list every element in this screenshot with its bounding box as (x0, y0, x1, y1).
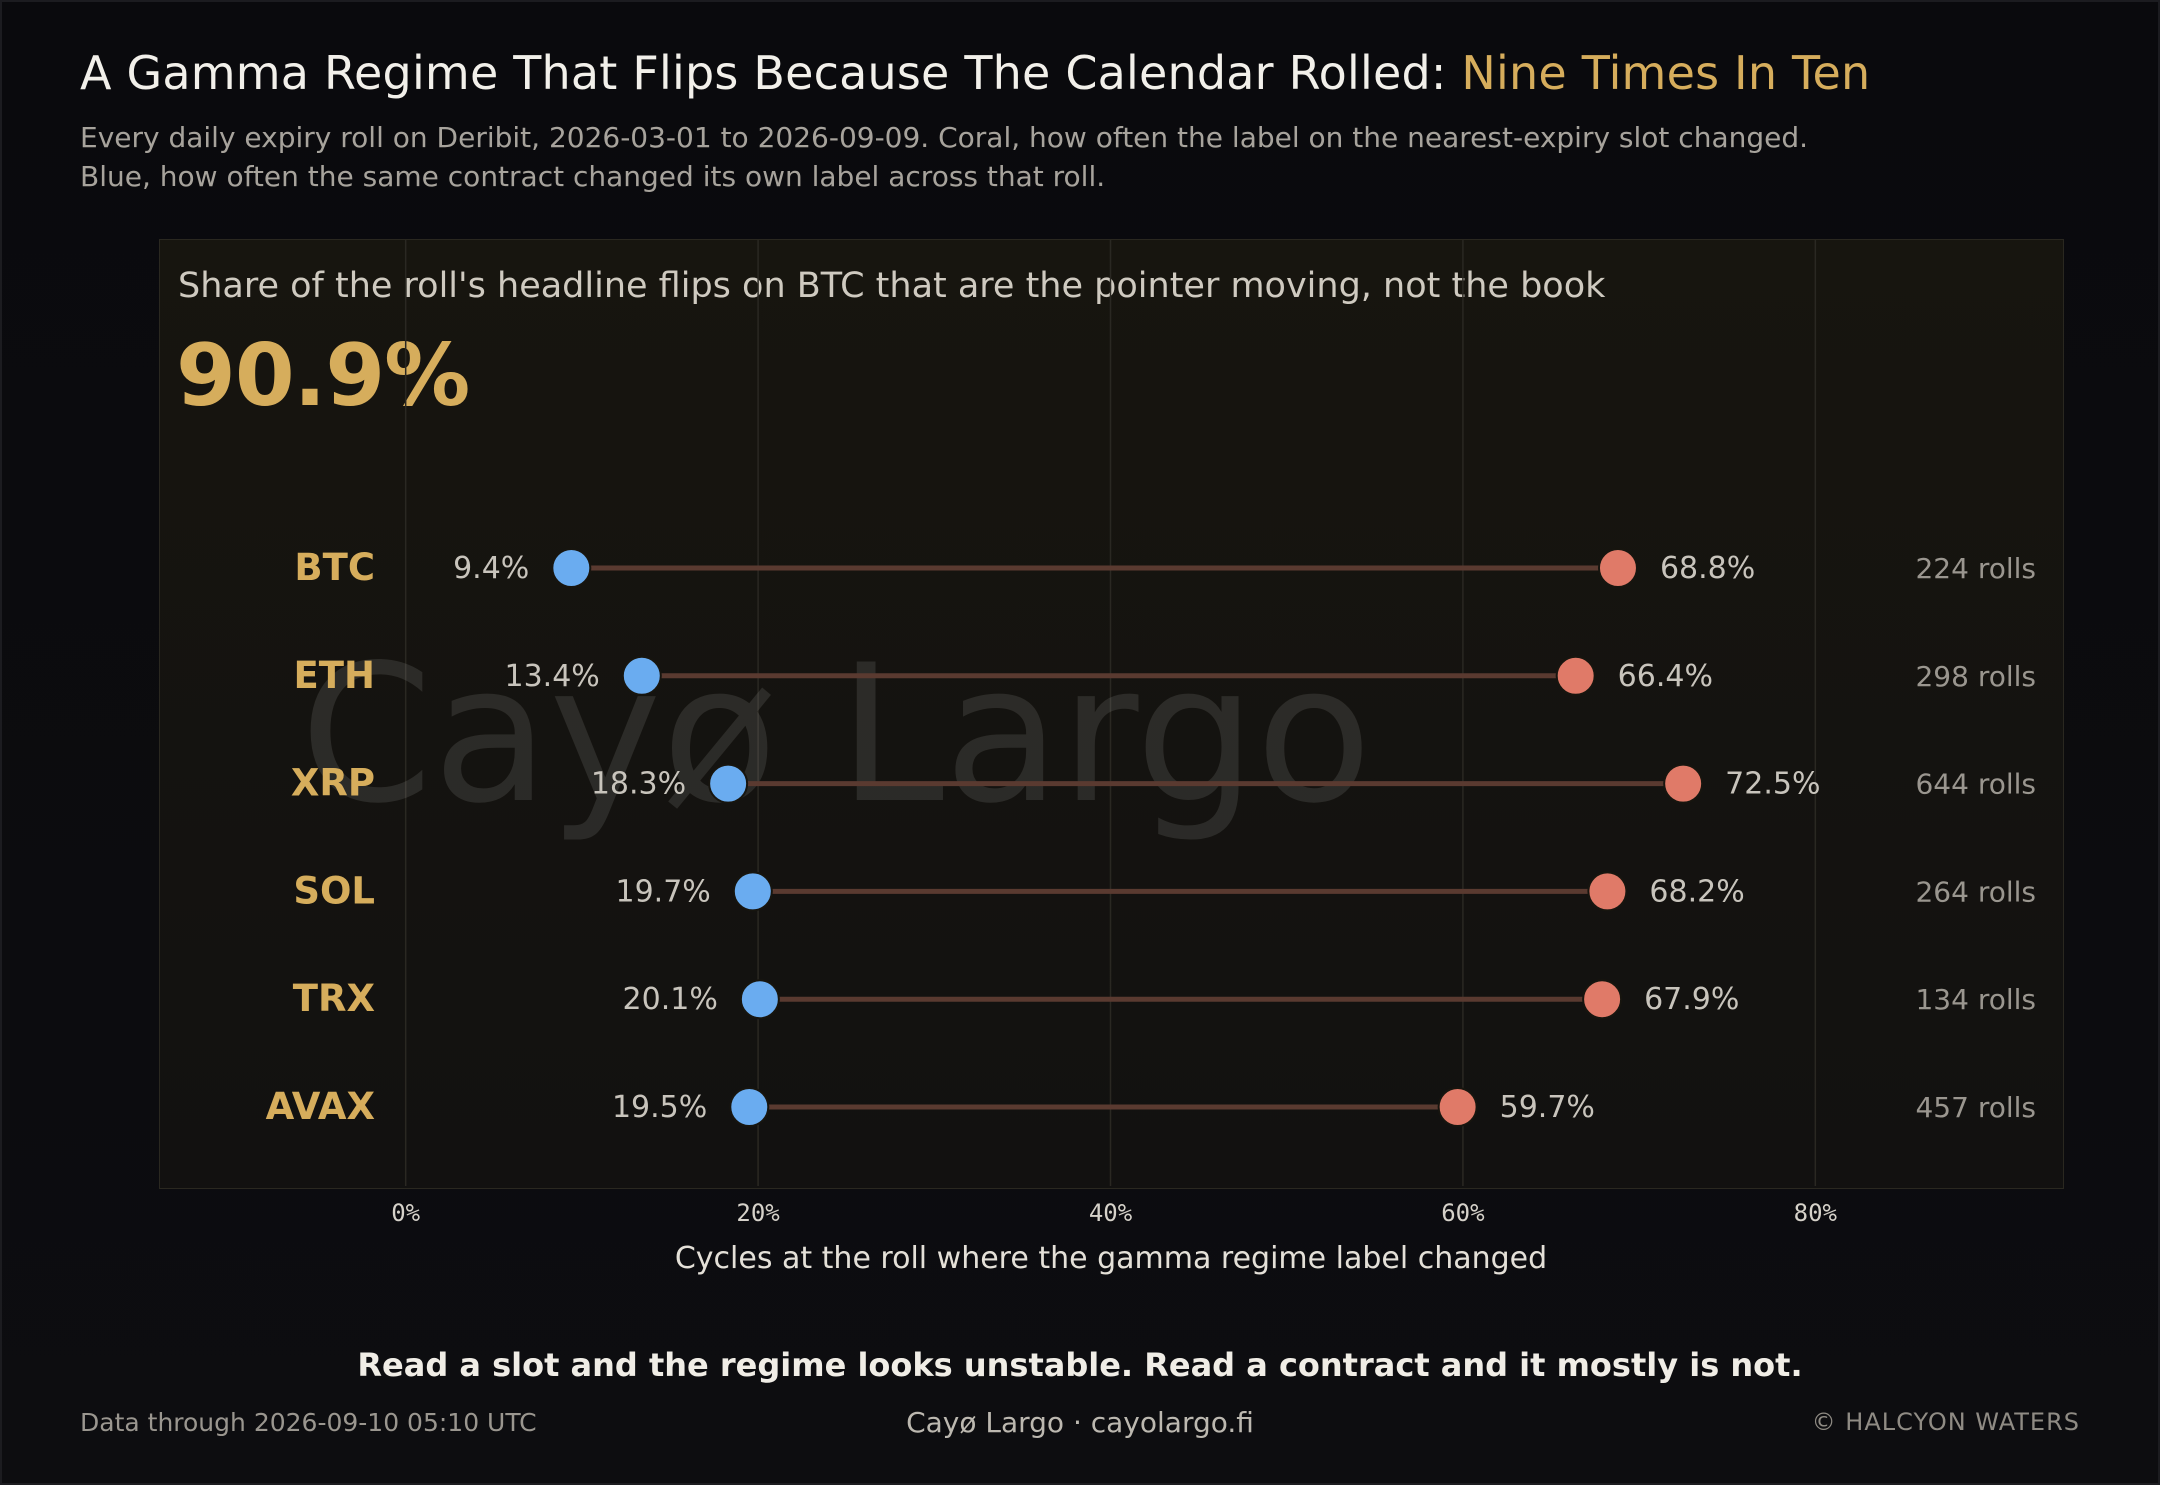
roll-count-label: 644 rolls (1915, 768, 2036, 801)
brand-footer: Cayø Largo · cayolargo.fi (906, 1406, 1254, 1439)
x-tick-label: 80% (1794, 1199, 1838, 1227)
subtitle-line-2: Blue, how often the same contract change… (80, 160, 1106, 193)
category-label: BTC (294, 546, 375, 589)
coral-value-label: 72.5% (1725, 767, 1820, 802)
kpi-label: Share of the roll's headline flips on BT… (178, 266, 1606, 306)
chart-title: A Gamma Regime That Flips Because The Ca… (80, 46, 1870, 100)
blue-point (621, 655, 662, 696)
coral-point (1597, 548, 1638, 588)
coral-point (1582, 979, 1623, 1020)
x-tick-label: 0% (391, 1199, 420, 1227)
blue-value-label: 19.5% (612, 1090, 707, 1125)
title-highlight: Nine Times In Ten (1461, 46, 1871, 100)
category-label: ETH (294, 654, 375, 697)
x-axis-label: Cycles at the roll where the gamma regim… (675, 1241, 1547, 1276)
blue-point (729, 1087, 770, 1127)
chart-caption: Read a slot and the regime looks unstabl… (357, 1346, 1803, 1384)
category-label: AVAX (266, 1085, 375, 1128)
chart-panel (159, 239, 2064, 1189)
blue-point (739, 979, 780, 1020)
coral-value-label: 66.4% (1618, 659, 1713, 694)
coral-value-label: 68.2% (1649, 874, 1744, 909)
coral-point (1663, 763, 1704, 804)
roll-count-label: 457 rolls (1915, 1091, 2036, 1124)
roll-count-label: 264 rolls (1915, 875, 2036, 908)
watermark: Cayø Largo (300, 624, 1372, 845)
roll-count-label: 134 rolls (1915, 983, 2036, 1016)
coral-value-label: 68.8% (1660, 551, 1755, 586)
blue-value-label: 13.4% (504, 659, 599, 694)
blue-value-label: 20.1% (623, 982, 718, 1017)
title-main: A Gamma Regime That Flips Because The Ca… (80, 46, 1462, 100)
coral-point (1437, 1087, 1478, 1127)
coral-point (1587, 871, 1628, 912)
blue-value-label: 19.7% (615, 874, 710, 909)
kpi-value: 90.9% (176, 326, 470, 426)
blue-point (732, 871, 773, 912)
blue-point (551, 548, 592, 588)
copyright-note: © HALCYON WATERS (1811, 1408, 2080, 1436)
category-label: SOL (293, 869, 375, 912)
blue-value-label: 18.3% (591, 767, 686, 802)
x-tick-label: 40% (1089, 1199, 1133, 1227)
roll-count-label: 224 rolls (1915, 552, 2036, 585)
coral-value-label: 67.9% (1644, 982, 1739, 1017)
blue-value-label: 9.4% (453, 551, 529, 586)
coral-value-label: 59.7% (1500, 1090, 1595, 1125)
subtitle-line-1: Every daily expiry roll on Deribit, 2026… (80, 121, 1809, 154)
x-tick-label: 20% (736, 1199, 780, 1227)
category-label: XRP (291, 762, 375, 805)
chart-subtitle: Every daily expiry roll on Deribit, 2026… (80, 118, 1980, 196)
coral-point (1555, 655, 1596, 696)
x-tick-label: 60% (1441, 1199, 1485, 1227)
category-label: TRX (293, 977, 375, 1020)
blue-point (708, 763, 749, 804)
data-through-note: Data through 2026-09-10 05:10 UTC (80, 1408, 537, 1437)
roll-count-label: 298 rolls (1915, 660, 2036, 693)
